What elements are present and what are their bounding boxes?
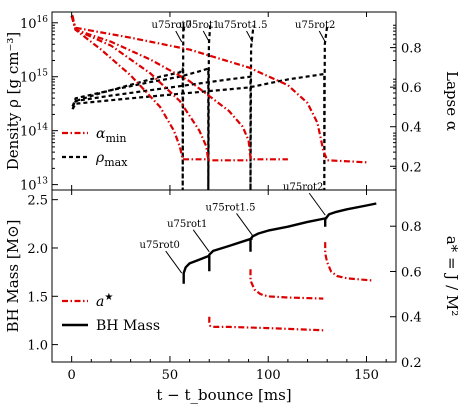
annotation-top-3: u75rot2	[295, 20, 335, 31]
legend-label-1: BH Mass	[96, 318, 160, 334]
bottom-panel-frame	[51, 189, 397, 363]
series-rho-max-u75rot0	[71, 24, 186, 190]
top-y-axis-label-left: Density ρ [g cm⁻³]	[4, 32, 22, 171]
tick-label-top-left: 1015	[20, 69, 48, 86]
series-alpha-min-u75rot1-5	[70, 15, 288, 161]
series-rho-max-u75rot2	[71, 25, 329, 190]
bottom-series-group	[182, 202, 377, 332]
annotation-arrow-top	[246, 30, 253, 43]
series-rho-max-u75rot1	[71, 25, 212, 190]
tick-label-x: 0	[68, 368, 76, 383]
top-y-axis-label-right: Lapse α	[443, 71, 461, 131]
series-rho-max-u75rot1-5	[71, 25, 255, 190]
bottom-y-axis-label-right: a* = J / M²	[443, 236, 461, 317]
tick-label-x: 100	[256, 368, 281, 383]
tick-label-bottom-left: 1.0	[27, 339, 48, 354]
tick-label-bottom-left: 2.5	[27, 194, 48, 209]
series-alpha-min-u75rot0	[71, 14, 210, 161]
annotation-arrow-bottom	[165, 250, 183, 274]
tick-label-bottom-right: 0.8	[401, 220, 422, 235]
legend-label-0: a★	[96, 292, 113, 310]
tick-label-top-left: 1014	[20, 123, 48, 140]
series-spin-4	[208, 316, 324, 332]
tick-label-bottom-right: 0.4	[401, 311, 422, 326]
annotation-top-2: u75rot1.5	[218, 20, 268, 31]
tick-label-top-right: 0.8	[401, 42, 422, 57]
bottom-panel: 0 50 100 150 1.0 1.5 2.0 2.5 0.2 0.4 0.6 0.8 u75rot…	[4, 182, 461, 404]
top-ticks: 1013 1014 1015 1016 0.2 0.4 0.6 0.8	[20, 12, 422, 194]
series-bh-mass-1	[208, 237, 253, 272]
annotation-bottom-1: u75rot1	[167, 219, 207, 230]
annotation-bottom-0: u75rot0	[140, 240, 180, 251]
series-alpha-min-u75rot2	[70, 15, 367, 164]
top-series-group	[70, 14, 367, 190]
annotation-arrow-top	[175, 30, 183, 43]
annotation-bottom-2: u75rot1.5	[206, 202, 256, 213]
tick-label-top-left: 1016	[20, 15, 48, 32]
annotation-arrow-bottom	[192, 229, 210, 253]
annotation-top-0: u75rot0	[152, 20, 192, 31]
annotation-arrow-top	[202, 30, 210, 43]
bottom-y-axis-label-left: BH Mass [M⊙]	[4, 220, 22, 333]
tick-label-bottom-right: 0.2	[401, 356, 422, 371]
annotation-arrow-bottom	[236, 213, 253, 236]
tick-label-top-right: 0.2	[401, 160, 422, 175]
tick-label-bottom-left: 2.0	[27, 242, 48, 257]
series-bh-mass-3	[324, 202, 377, 227]
tick-label-bottom-left: 1.5	[27, 290, 48, 305]
tick-label-top-right: 0.6	[401, 81, 422, 96]
tick-label-top-right: 0.4	[401, 121, 422, 136]
tick-label-top-left: 1013	[20, 177, 48, 194]
bottom-ticks: 0 50 100 150 1.0 1.5 2.0 2.5 0.2 0.4 0.6 0.8	[27, 190, 422, 383]
series-spin-5	[249, 269, 324, 300]
top-legend: αmin ρmax	[62, 126, 128, 169]
legend-label-0: αmin	[96, 126, 127, 145]
annotation-bottom-3: u75rot2	[283, 182, 323, 193]
series-bh-mass-2	[249, 216, 328, 252]
tick-label-bottom-right: 0.6	[401, 265, 422, 280]
tick-label-x: 50	[162, 368, 179, 383]
annotation-top-1: u75rot1	[179, 20, 219, 31]
x-axis-label: t − t_bounce [ms]	[156, 386, 291, 404]
bottom-legend: a★ BH Mass	[62, 292, 160, 334]
series-bh-mass-0	[182, 254, 210, 284]
legend-label-1: ρmax	[95, 150, 128, 169]
annotation-arrow-bottom	[308, 192, 326, 216]
annotation-arrow-top	[318, 30, 326, 43]
bottom-annotations: u75rot0 u75rot1 u75rot1.5 u75rot2	[140, 182, 326, 274]
tick-label-x: 150	[354, 368, 379, 383]
series-spin-6	[324, 242, 373, 282]
series-alpha-min-u75rot1	[70, 15, 249, 162]
